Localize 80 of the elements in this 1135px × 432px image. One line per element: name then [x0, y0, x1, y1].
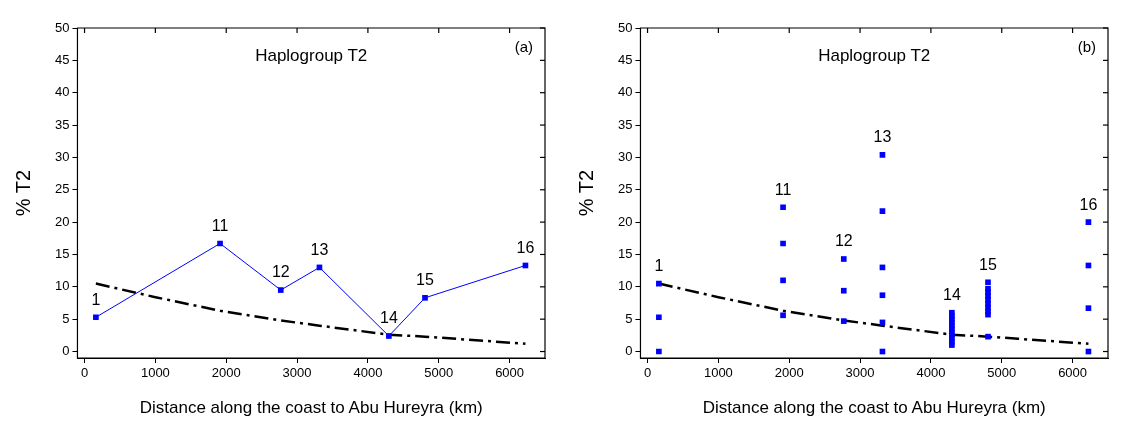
annotation: (a)	[514, 38, 533, 56]
y-tick-label: 10	[54, 278, 70, 294]
y-tick-label: 35	[54, 116, 70, 132]
y-tick-label: 45	[54, 51, 70, 67]
x-tick-label: 2000	[211, 365, 241, 381]
y-tick-label: 45	[617, 51, 633, 67]
point	[840, 256, 847, 262]
y-tick-label: 25	[54, 181, 70, 197]
annotation: 1	[654, 256, 664, 274]
annotation: 14	[942, 286, 961, 304]
annotation: 1	[91, 290, 101, 308]
x-tick-label: 3000	[845, 365, 875, 381]
x-tick-label: 3000	[282, 365, 312, 381]
point	[217, 240, 223, 247]
annotation: 15	[416, 271, 434, 289]
x-tick-label: 0	[80, 365, 89, 381]
point	[879, 292, 886, 299]
x-tick-label: 5000	[424, 365, 454, 381]
annotation: 13	[873, 128, 892, 146]
point	[780, 312, 786, 319]
x-tick-label: 4000	[353, 365, 383, 381]
y-tick-label: 0	[62, 343, 70, 359]
point	[656, 280, 662, 287]
y-tick-label: 40	[54, 84, 70, 100]
annotation: 15	[979, 255, 997, 273]
y-tick-label: 0	[625, 343, 633, 359]
x-tick-label: 2000	[774, 365, 804, 381]
annotation: 13	[310, 240, 329, 258]
point	[93, 314, 99, 321]
x-tick-label: 6000	[495, 365, 525, 381]
annotation: 14	[379, 309, 398, 327]
point	[277, 287, 284, 293]
y-tick-label: 30	[617, 148, 633, 164]
y-tick-label: 30	[54, 148, 70, 164]
point	[780, 204, 786, 211]
point	[840, 318, 847, 324]
annotation: 12	[834, 232, 853, 250]
point	[656, 314, 662, 321]
text: Haplogroup T2	[255, 45, 368, 65]
y-tick-label: 20	[617, 213, 633, 229]
x-tick-label: 5000	[987, 365, 1017, 381]
y-tick-label: 5	[62, 310, 70, 326]
y-tick-label: 15	[54, 246, 70, 262]
x-tick-label: 1000	[703, 365, 733, 381]
point	[985, 333, 991, 340]
y-axis-title: % T2	[11, 169, 34, 217]
annotation: 11	[774, 180, 792, 198]
point	[780, 277, 786, 284]
y-tick-label: 35	[617, 116, 633, 132]
y-tick-label: 15	[617, 246, 633, 262]
point	[656, 348, 662, 355]
annotation: 12	[271, 263, 290, 281]
point	[1085, 305, 1092, 312]
y-tick-label: 5	[625, 310, 633, 326]
point	[879, 208, 886, 214]
x-tick-label: 6000	[1058, 365, 1088, 381]
y-axis-title: % T2	[574, 169, 597, 217]
y-tick-label: 20	[54, 213, 70, 229]
point	[1085, 219, 1092, 225]
x-tick-label: 4000	[916, 365, 946, 381]
annotation: 11	[211, 216, 229, 234]
y-tick-label: 40	[617, 84, 633, 100]
annotation: (b)	[1077, 38, 1096, 56]
y-tick-label: 50	[54, 19, 70, 35]
text: Haplogroup T2	[818, 45, 931, 65]
point	[422, 295, 428, 301]
x-axis-title: Distance along the coast to Abu Hureyra (km)	[702, 398, 1046, 418]
point	[985, 279, 991, 286]
y-tick-label: 25	[617, 181, 633, 197]
y-tick-label: 10	[617, 278, 633, 294]
y-tick-label: 50	[617, 19, 633, 35]
point	[386, 333, 392, 339]
point	[879, 152, 886, 158]
x-tick-label: 0	[643, 365, 652, 381]
x-tick-label: 1000	[140, 365, 170, 381]
x-axis-title: Distance along the coast to Abu Hureyra (km)	[139, 398, 483, 418]
point	[840, 287, 847, 294]
point	[780, 240, 786, 247]
annotation: 16	[1079, 195, 1098, 213]
annotation: 16	[516, 238, 535, 256]
